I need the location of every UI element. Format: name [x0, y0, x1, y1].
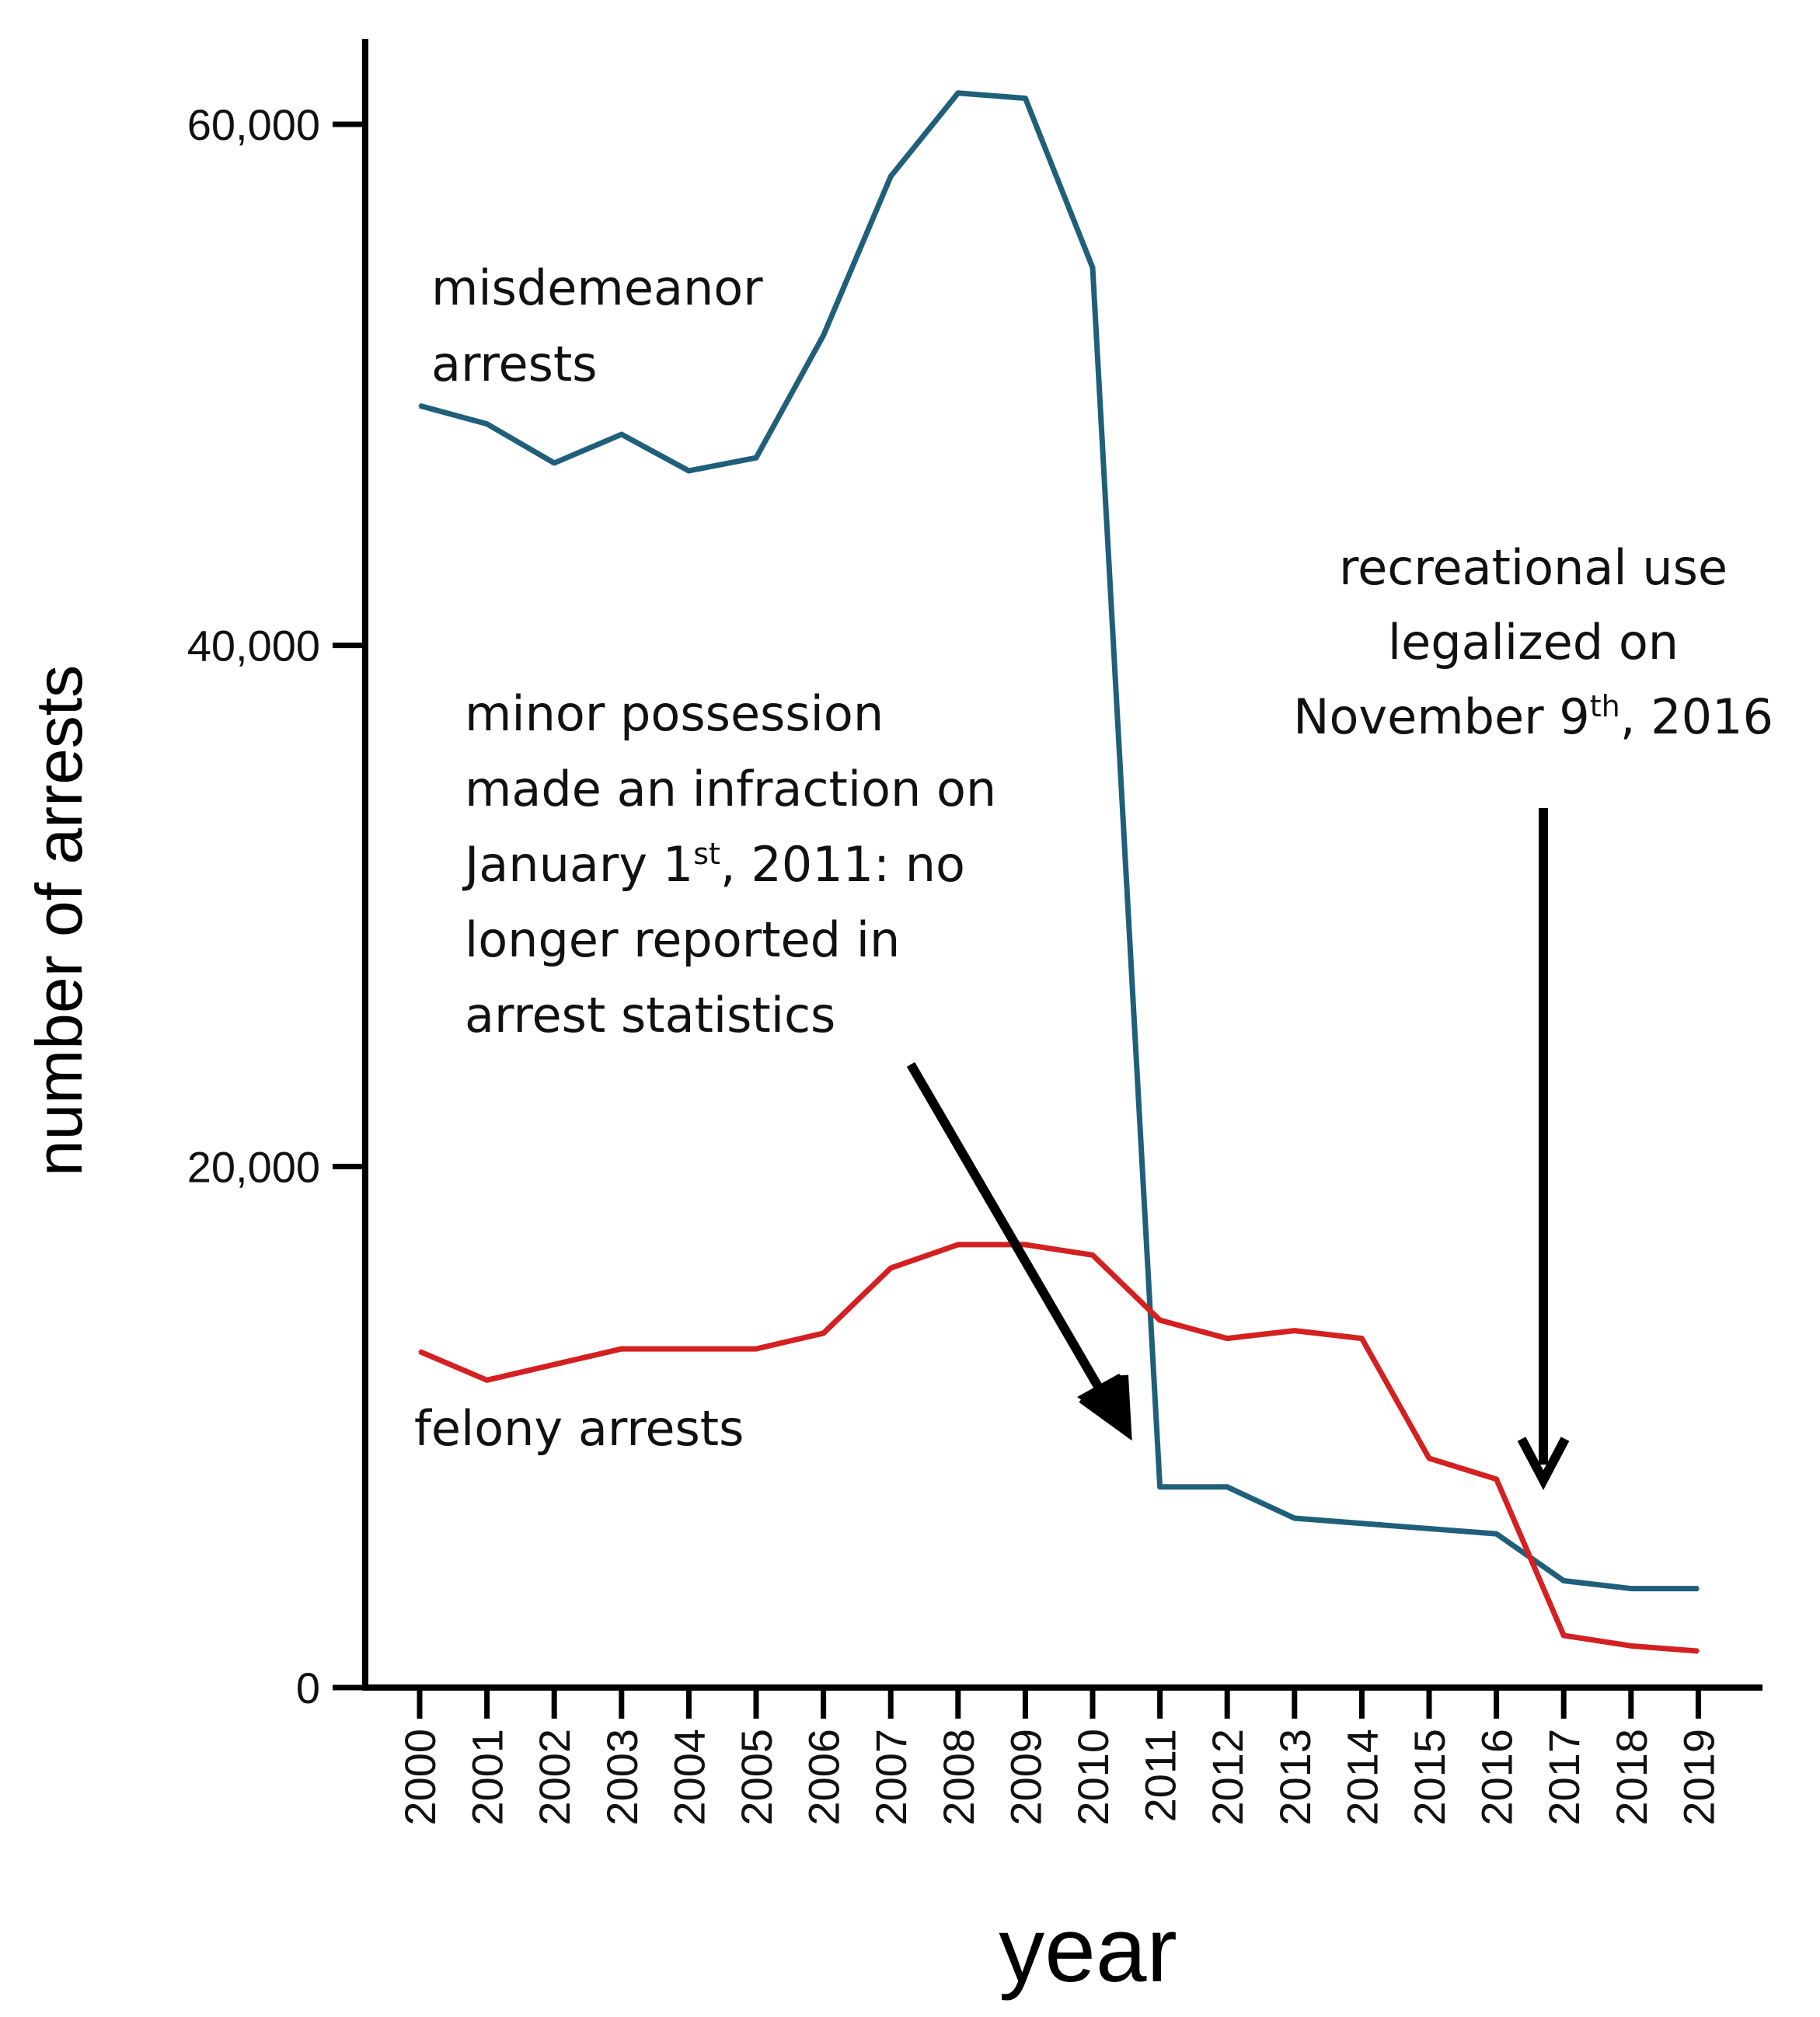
x-tick-label: 2015: [1405, 1729, 1454, 1826]
felony-point-2007: [889, 1266, 892, 1270]
felony-point-2004: [687, 1347, 690, 1350]
infraction-line-5: arrest statistics: [465, 987, 835, 1043]
felony-series-line: [418, 1242, 1699, 1654]
infraction-line-1: minor possession: [465, 685, 884, 742]
y-tick-label: 60,000: [187, 100, 320, 149]
felony-point-2014: [1360, 1337, 1363, 1340]
misdemeanor-series-line: [419, 90, 1699, 1592]
felony-point-2017: [1562, 1634, 1565, 1637]
x-tick-label: 2017: [1539, 1729, 1588, 1826]
felony-point-2018: [1630, 1644, 1633, 1647]
y-axis-ticks: 0 20,000 40,000 60,000: [187, 100, 365, 1712]
arrow-legalized: [1517, 808, 1570, 1490]
felony-point-2009: [1023, 1243, 1027, 1246]
y-tick-label: 20,000: [187, 1142, 320, 1191]
misdemeanor-point-2015: [1428, 1527, 1431, 1530]
x-tick-label: 2019: [1674, 1729, 1723, 1826]
misdemeanor-point-2013: [1293, 1517, 1296, 1520]
felony-label: felony arrests: [414, 1400, 744, 1457]
misdemeanor-point-2009: [1023, 96, 1027, 99]
annotation-infraction: minor possession made an infraction on Jan…: [462, 685, 996, 1043]
x-tick-label: 2001: [463, 1729, 512, 1826]
misdemeanor-point-2014: [1360, 1522, 1363, 1525]
felony-point-2013: [1293, 1329, 1296, 1332]
misdemeanor-point-2018: [1630, 1587, 1633, 1590]
series-layer: [418, 90, 1700, 1654]
felony-point-2010: [1091, 1253, 1094, 1256]
misdemeanor-point-2001: [486, 423, 489, 426]
misdemeanor-point-2004: [687, 469, 690, 472]
misdemeanor-point-2002: [553, 462, 556, 465]
felony-point-2001: [486, 1378, 489, 1381]
x-tick-label: 2014: [1337, 1729, 1386, 1826]
misdemeanor-point-2017: [1562, 1580, 1565, 1583]
felony-point-2015: [1428, 1457, 1431, 1460]
x-tick-label: 2018: [1607, 1729, 1656, 1826]
felony-point-2003: [620, 1347, 623, 1350]
x-tick-label: 2000: [396, 1729, 445, 1826]
felony-point-2008: [957, 1243, 960, 1246]
felony-point-2012: [1226, 1337, 1229, 1340]
x-axis-title: year: [999, 1899, 1177, 2001]
x-tick-label: 2006: [800, 1729, 849, 1826]
misdemeanor-label-line-1: misdemeanor: [431, 260, 763, 316]
legalized-line-1: recreational use: [1339, 539, 1728, 596]
felony-point-2016: [1495, 1478, 1498, 1481]
legalized-line-2: legalized on: [1388, 614, 1679, 671]
misdemeanor-point-2007: [889, 175, 892, 178]
misdemeanor-point-2010: [1091, 266, 1094, 269]
arrow-infraction: [906, 1061, 1132, 1441]
infraction-line-4: longer reported in: [465, 911, 900, 968]
x-tick-label: 2002: [530, 1729, 579, 1826]
x-tick-label: 2007: [866, 1729, 915, 1826]
misdemeanor-point-2005: [755, 456, 758, 459]
x-tick-label: 2011: [1136, 1729, 1185, 1822]
felony-point-2011: [1159, 1319, 1162, 1322]
x-tick-label: 2003: [598, 1729, 647, 1826]
annotation-legalized: recreational use legalized on November 9th…: [1293, 539, 1773, 745]
legalized-line-3: November 9th, 2016: [1293, 688, 1773, 745]
y-axis-title: number of arrests: [23, 665, 96, 1176]
x-tick-label: 2008: [934, 1729, 983, 1826]
infraction-line-2: made an infraction on: [465, 761, 996, 817]
felony-point-2005: [755, 1347, 758, 1350]
felony-point-2000: [418, 1350, 421, 1353]
x-tick-label: 2004: [664, 1729, 713, 1826]
x-tick-label: 2012: [1203, 1729, 1252, 1826]
felony-point-2019: [1696, 1649, 1700, 1653]
misdemeanor-point-2000: [418, 404, 421, 407]
infraction-line-3: January 1st, 2011: no: [462, 836, 965, 893]
x-tick-label: 2005: [732, 1729, 781, 1826]
misdemeanor-point-2006: [822, 334, 825, 337]
x-tick-label: 2009: [1001, 1729, 1050, 1826]
misdemeanor-point-2019: [1696, 1587, 1700, 1590]
x-tick-label: 2013: [1271, 1729, 1320, 1826]
x-axis-ticks: 2000 2001 2002 2003 2004 2005 2006 2007 2008 2009…: [396, 1688, 1723, 1826]
felony-point-2002: [553, 1363, 556, 1366]
y-tick-label: 0: [296, 1663, 320, 1712]
misdemeanor-point-2008: [957, 92, 960, 95]
misdemeanor-point-2003: [620, 433, 623, 436]
felony-point-2006: [822, 1332, 825, 1335]
misdemeanor-point-2012: [1226, 1486, 1229, 1489]
x-tick-label: 2016: [1473, 1729, 1522, 1826]
y-tick-label: 40,000: [187, 622, 320, 671]
misdemeanor-point-2016: [1495, 1532, 1498, 1535]
misdemeanor-label-line-2: arrests: [431, 336, 598, 392]
legend-misdemeanor: misdemeanor arrests: [431, 260, 763, 392]
x-tick-label: 2010: [1069, 1729, 1117, 1826]
misdemeanor-point-2011: [1159, 1486, 1162, 1489]
